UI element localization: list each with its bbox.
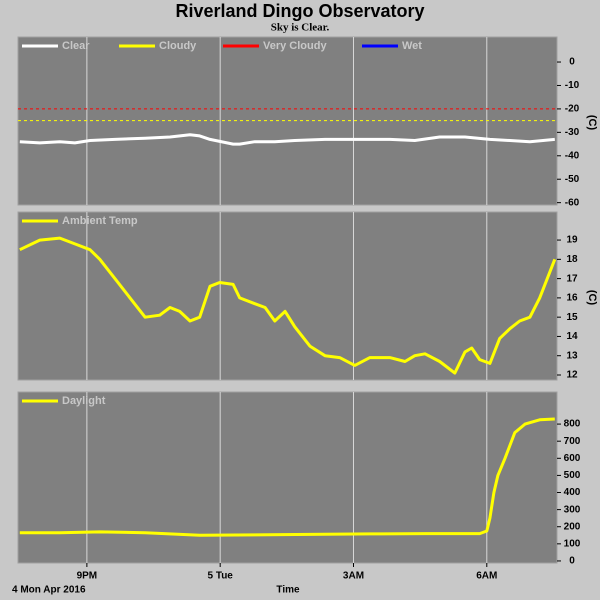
y-tick-label: 300	[564, 504, 581, 515]
y-tick-label: 500	[564, 470, 581, 481]
y-tick-label: -20	[565, 104, 580, 115]
legend-label: Very Cloudy	[263, 40, 327, 52]
y-axis-label: (C)	[586, 115, 598, 131]
y-axis-label: (C)	[586, 290, 598, 306]
legend-label: Wet	[402, 40, 422, 52]
y-tick-label: 600	[564, 453, 581, 464]
y-tick-label: 200	[564, 521, 581, 532]
y-tick-label: 14	[566, 331, 578, 342]
y-tick-label: -60	[565, 197, 580, 208]
plot-area	[17, 391, 558, 564]
legend-label: Daylight	[62, 395, 106, 407]
date-label: 4 Mon Apr 2016	[12, 585, 86, 596]
y-tick-label: 12	[566, 370, 578, 381]
legend-label: Clear	[62, 40, 90, 52]
y-tick-label: 0	[569, 556, 575, 567]
data-line	[19, 236, 557, 375]
data-line	[19, 133, 555, 146]
y-tick-label: 700	[564, 436, 581, 447]
y-tick-label: 13	[566, 350, 578, 361]
legend-label: Ambient Temp	[62, 215, 138, 227]
chart-title: Riverland Dingo Observatory	[175, 1, 424, 21]
data-line	[19, 417, 555, 537]
y-tick-label: 0	[569, 57, 575, 68]
y-tick-label: 18	[566, 254, 578, 265]
x-tick-label: 9PM	[77, 571, 98, 582]
legend-label: Cloudy	[159, 40, 197, 52]
y-tick-label: 800	[564, 419, 581, 430]
y-tick-label: 17	[566, 273, 578, 284]
y-tick-label: -40	[565, 150, 580, 161]
x-tick-label: 5 Tue	[207, 571, 233, 582]
y-tick-label: 19	[566, 235, 578, 246]
y-tick-label: -50	[565, 174, 580, 185]
y-tick-label: 400	[564, 487, 581, 498]
y-tick-label: 16	[566, 293, 578, 304]
x-axis-label: Time	[276, 585, 300, 596]
x-tick-label: 3AM	[343, 571, 364, 582]
plot-area	[17, 36, 558, 206]
y-tick-label: 100	[564, 538, 581, 549]
y-tick-label: 15	[566, 312, 578, 323]
chart-subtitle: Sky is Clear.	[271, 22, 330, 34]
y-tick-label: -10	[565, 80, 580, 91]
y-tick-label: -30	[565, 127, 580, 138]
x-tick-label: 6AM	[476, 571, 497, 582]
